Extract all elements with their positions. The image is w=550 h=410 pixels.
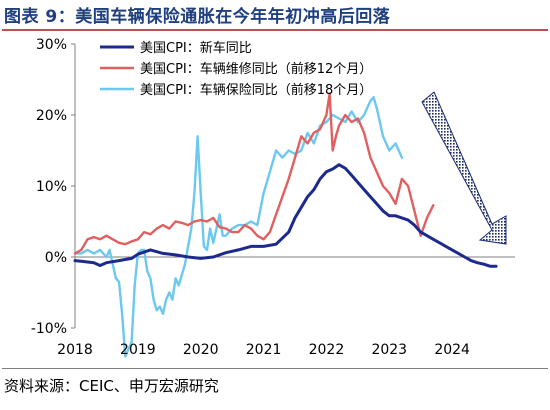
y-tick-label: 10%: [36, 179, 67, 195]
legend-label: 美国CPI：车辆维修同比（前移12个月）: [140, 61, 372, 77]
trend-arrow: [421, 91, 507, 245]
source-note: 资料来源：CEIC、申万宏源研究: [4, 377, 219, 395]
series-line-0: [73, 163, 498, 268]
series-lines: [73, 92, 498, 358]
trend-arrow-icon: [421, 91, 507, 245]
y-tick-label: 30%: [36, 37, 67, 53]
x-tick-label: 2022: [309, 342, 345, 358]
x-tick-label: 2021: [246, 342, 282, 358]
x-tick-label: 2023: [371, 342, 407, 358]
series-line-1: [73, 92, 435, 255]
tick-labels: 30% 20% 10% 0% -10% 2018 2019 2020 2021 2022 2023 2…: [31, 37, 470, 358]
title-underline: [2, 29, 548, 31]
x-tick-label: 2018: [57, 342, 93, 358]
legend-label: 美国CPI：新车同比: [140, 40, 252, 56]
x-tick-label: 2020: [183, 342, 219, 358]
footer-divider: [2, 368, 548, 369]
y-tick-label: 0%: [45, 250, 67, 266]
legend-label: 美国CPI：车辆保险同比（前移18个月）: [140, 82, 372, 98]
x-tick-label: 2024: [434, 342, 470, 358]
axes: [71, 43, 515, 329]
chart-title: 图表 9：美国车辆保险通胀在今年年初冲高后回落: [4, 7, 391, 27]
x-tick-label: 2019: [120, 342, 156, 358]
series-line-2: [73, 96, 404, 358]
y-tick-label: -10%: [31, 321, 67, 337]
y-tick-label: 20%: [36, 108, 67, 124]
